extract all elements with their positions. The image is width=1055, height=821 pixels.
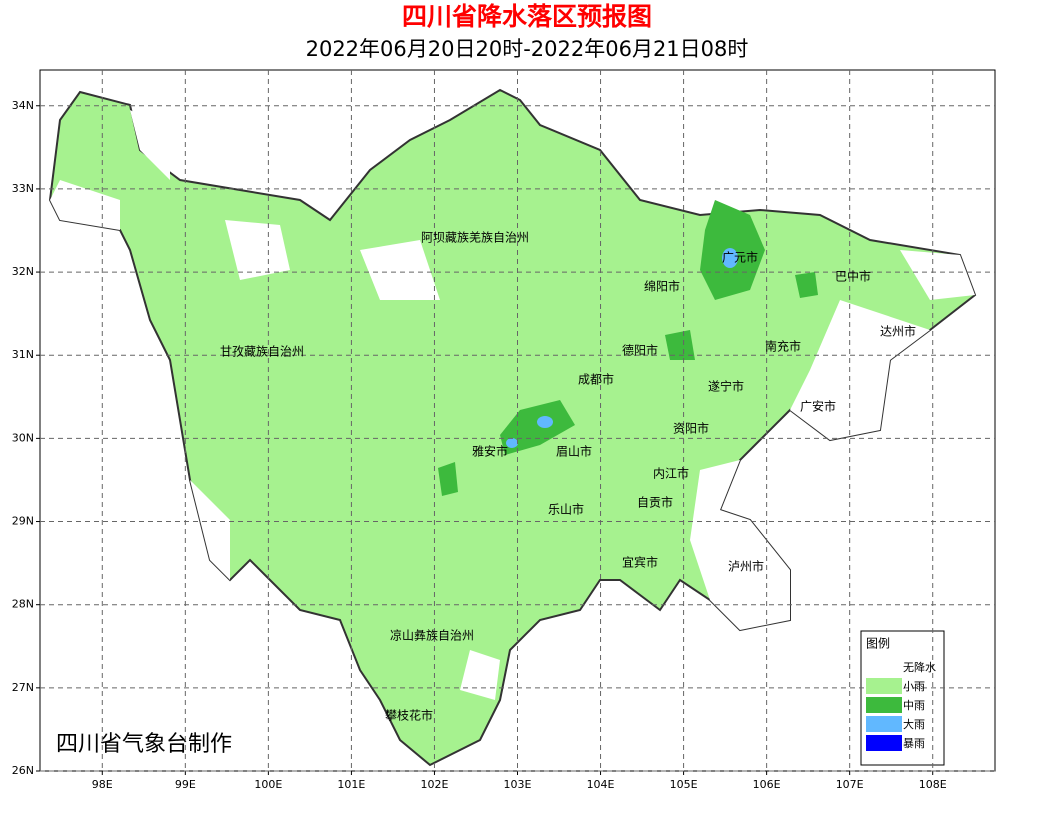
moderate-rain-area	[500, 400, 575, 455]
x-tick-label: 106E	[753, 778, 781, 791]
y-tick-label: 31N	[12, 348, 34, 361]
y-tick-label: 30N	[12, 431, 34, 444]
legend-label: 小雨	[903, 680, 925, 693]
moderate-rain-area	[438, 462, 458, 496]
y-tick-label: 33N	[12, 182, 34, 195]
legend-title: 图例	[866, 637, 890, 651]
region-label: 成都市	[578, 372, 614, 387]
legend-swatch	[866, 735, 902, 751]
x-tick-label: 105E	[670, 778, 698, 791]
y-tick-label: 34N	[12, 99, 34, 112]
region-label: 资阳市	[673, 421, 709, 436]
legend-label: 中雨	[903, 699, 925, 712]
legend-label: 暴雨	[903, 737, 925, 750]
moderate-rain-area	[665, 330, 695, 360]
region-label: 达州市	[880, 324, 916, 339]
region-label: 德阳市	[622, 343, 658, 358]
no-rain-area	[130, 110, 170, 180]
y-tick-label: 27N	[12, 681, 34, 694]
y-tick-label: 32N	[12, 265, 34, 278]
no-rain-area	[225, 220, 290, 280]
x-tick-label: 103E	[504, 778, 532, 791]
region-label: 眉山市	[556, 444, 592, 459]
no-rain-area	[790, 300, 930, 440]
region-label: 遂宁市	[708, 379, 744, 394]
region-label: 阿坝藏族羌族自治州	[421, 231, 529, 245]
x-tick-label: 100E	[254, 778, 282, 791]
region-label: 广安市	[800, 399, 836, 414]
region-label: 巴中市	[835, 269, 871, 284]
legend-swatch	[866, 697, 902, 713]
x-tick-label: 101E	[337, 778, 365, 791]
x-tick-label: 99E	[175, 778, 196, 791]
credit: 四川省气象台制作	[56, 732, 232, 757]
x-tick-label: 108E	[919, 778, 947, 791]
y-tick-label: 29N	[12, 515, 34, 528]
no-rain-area	[360, 240, 440, 300]
heavy-rain-area	[722, 248, 738, 268]
region-label: 雅安市	[472, 444, 508, 459]
heavy-rain-area	[506, 438, 518, 448]
subtitle: 2022年06月20日20时-2022年06月21日08时	[306, 37, 749, 61]
x-tick-label: 104E	[587, 778, 615, 791]
region-label: 广元市	[722, 250, 758, 265]
region-label: 乐山市	[548, 502, 584, 517]
heavy-rain-area	[537, 416, 553, 428]
precipitation-areas	[48, 88, 977, 767]
x-tick-label: 102E	[420, 778, 448, 791]
x-tick-label: 107E	[836, 778, 864, 791]
title: 四川省降水落区预报图	[402, 2, 652, 31]
region-label: 凉山彝族自治州	[390, 628, 474, 643]
y-tick-label: 28N	[12, 598, 34, 611]
no-rain-area	[190, 480, 230, 580]
legend-swatch	[866, 716, 902, 732]
legend-label: 无降水	[903, 660, 936, 674]
x-tick-label: 98E	[92, 778, 113, 791]
legend-swatch	[866, 678, 902, 694]
legend-swatch	[866, 659, 902, 675]
region-label: 宜宾市	[622, 555, 658, 570]
region-label: 绵阳市	[644, 279, 680, 294]
region-label: 南充市	[765, 339, 801, 354]
legend-label: 大雨	[903, 717, 925, 731]
region-label: 攀枝花市	[385, 708, 433, 723]
no-rain-area	[900, 250, 975, 300]
no-rain-area	[690, 460, 790, 630]
y-tick-label: 26N	[12, 764, 34, 777]
region-label: 自贡市	[637, 495, 673, 510]
region-label: 内江市	[653, 466, 689, 481]
region-label: 甘孜藏族自治州	[220, 345, 304, 359]
region-label: 泸州市	[728, 559, 764, 574]
moderate-rain-area	[795, 272, 818, 298]
